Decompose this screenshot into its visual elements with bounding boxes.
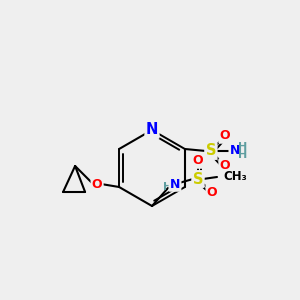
Text: O: O [207,185,217,199]
Text: S: S [193,172,203,187]
Text: CH₃: CH₃ [223,170,247,184]
Text: O: O [92,178,102,190]
Text: S: S [206,143,216,158]
Text: N: N [170,178,180,190]
Text: H: H [164,182,172,192]
Text: N: N [146,122,158,137]
Text: H: H [238,142,248,152]
Text: O: O [220,130,230,142]
Text: H: H [238,150,248,160]
Text: O: O [220,160,230,172]
Text: O: O [193,154,203,167]
Text: N: N [230,145,240,158]
